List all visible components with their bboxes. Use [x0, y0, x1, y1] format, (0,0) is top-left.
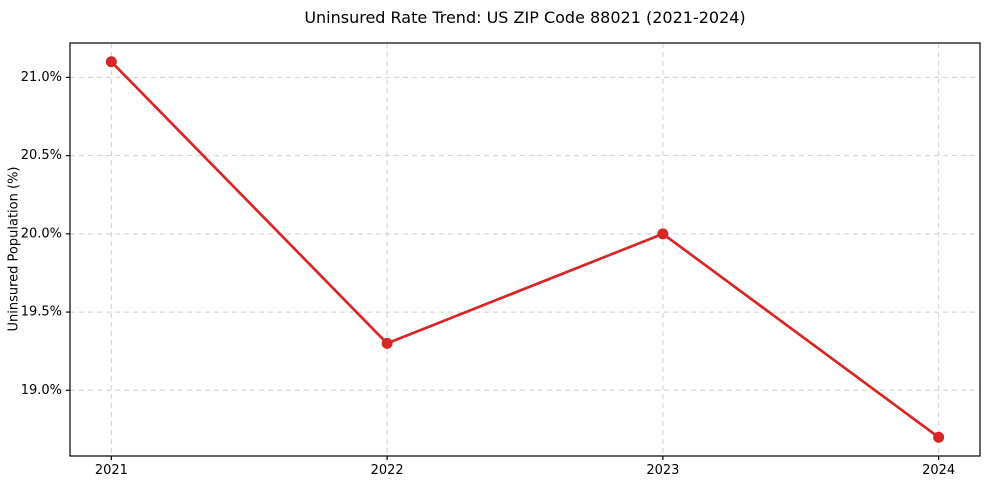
- trend-line: [110, 60, 940, 439]
- y-tick-label: 20.5%: [21, 148, 62, 163]
- data-point-2024: [933, 431, 945, 443]
- chart-title: Uninsured Rate Trend: US ZIP Code 88021 …: [304, 8, 746, 27]
- y-tick-label: 19.0%: [21, 383, 62, 398]
- x-tick-label: 2024: [922, 463, 955, 478]
- data-point-2023: [657, 228, 669, 240]
- x-tick-label: 2023: [646, 463, 679, 478]
- x-tick-label: 2022: [371, 463, 404, 478]
- y-tick-label: 19.5%: [21, 305, 62, 320]
- data-point-2021: [105, 56, 117, 68]
- y-tick-label: 20.0%: [21, 226, 62, 241]
- data-point-2022: [381, 337, 393, 349]
- x-tick-label: 2021: [95, 463, 128, 478]
- y-tick-label: 21.0%: [21, 70, 62, 85]
- plot-border: [69, 42, 981, 457]
